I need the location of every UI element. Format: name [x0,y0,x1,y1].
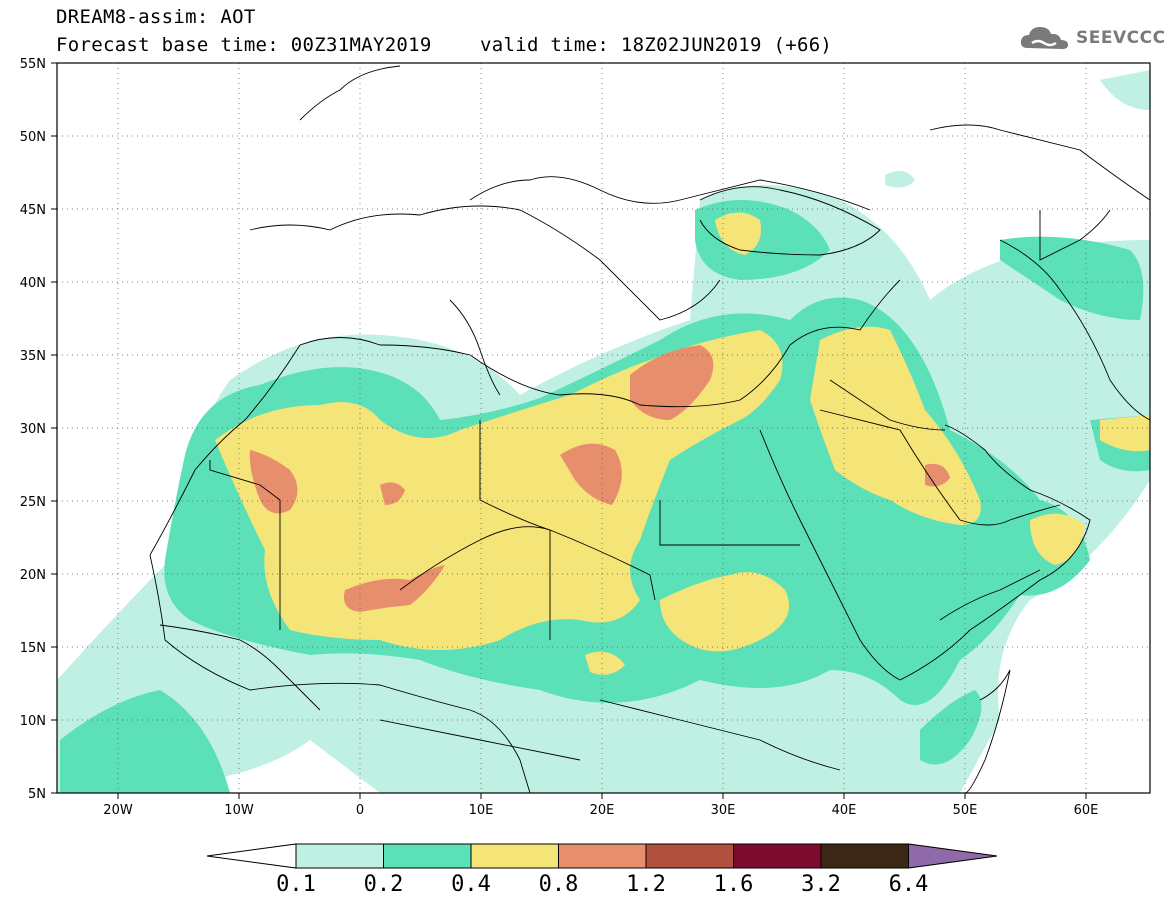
cloud-icon [1020,27,1068,49]
colorbar-label: 1.6 [713,872,754,897]
lon-label: 60E [1074,803,1099,818]
tick-marks [51,62,1087,799]
lat-label: 5N [28,787,46,802]
lat-label: 10N [20,714,46,729]
lon-label: 50E [953,803,978,818]
colorbar-swatch [470,843,559,869]
lat-label: 15N [20,641,46,656]
lat-label: 40N [20,276,46,291]
aot-level-0.8 [249,345,950,612]
colorbar-label: 6.4 [888,872,929,897]
latitude-labels: 5N 10N 15N 20N 25N 30N 35N 40N 45N 50N 5… [20,57,46,802]
colorbar-label: 3.2 [801,872,841,897]
colorbar-swatch [558,843,647,869]
colorbar-max-arrow [908,843,998,869]
longitude-labels: 20W 10W 0 10E 20E 30E 40E 50E 60E [103,803,1098,818]
colorbar-label: 0.2 [363,872,404,897]
colorbar-label: 0.8 [538,872,579,897]
forecast-base-time: Forecast base time: 00Z31MAY2019 [56,34,432,56]
lat-label: 35N [20,349,46,364]
colorbar-label: 1.2 [626,872,666,897]
lat-label: 50N [20,130,46,145]
lon-label: 40E [832,803,857,818]
lat-label: 30N [20,422,46,437]
aot-fill-layers [57,63,1150,793]
colorbar-min-arrow [206,843,297,869]
coastlines [149,65,1150,793]
colorbar-swatch [295,843,384,869]
colorbar-label: 0.4 [451,872,491,897]
colorbar-swatch [383,843,472,869]
lat-label: 25N [20,495,46,510]
lon-label: 30E [711,803,736,818]
seevccc-logo: SEEVCCC [1018,22,1165,54]
lon-label: 20E [590,803,615,818]
lon-label: 10E [469,803,494,818]
lat-label: 45N [20,203,46,218]
valid-time: valid time: 18Z02JUN2019 (+66) [480,34,833,56]
lon-label: 0 [356,803,364,818]
lon-label: 10W [224,803,254,818]
lon-label: 20W [103,803,133,818]
lat-label: 20N [20,568,46,583]
colorbar-label: 0.1 [276,872,316,897]
graticule [57,63,1150,793]
colorbar-swatch [645,843,734,869]
colorbar [206,843,998,869]
map-title: DREAM8-assim: AOT [56,6,256,28]
lat-label: 55N [20,57,46,72]
colorbar-swatch [820,843,909,869]
colorbar-swatch [733,843,822,869]
